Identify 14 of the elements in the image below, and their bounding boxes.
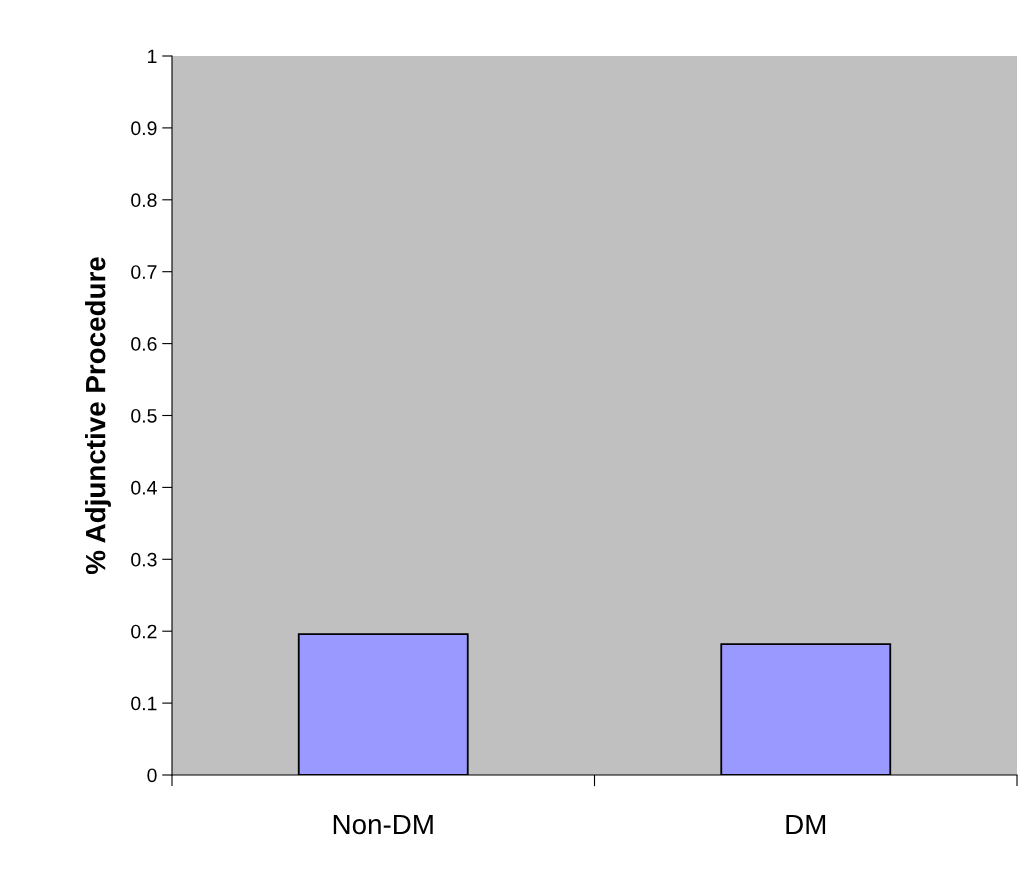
x-tick-label: DM: [786, 814, 826, 835]
y-tick-label: 0.7: [131, 265, 157, 279]
x-tick-label: Non-DM: [333, 814, 433, 835]
y-tick-label: 0.3: [131, 552, 157, 567]
y-tick-label: 0.1: [131, 696, 157, 711]
y-axis-title: % Adjunctive Procedure: [85, 257, 111, 575]
y-tick-label: 0.5: [131, 408, 157, 423]
y-tick-label: 0.8: [131, 193, 157, 208]
y-tick-label: 0.9: [131, 121, 157, 136]
y-tick-label: 0.4: [131, 480, 157, 495]
y-tick-label: 0: [147, 768, 157, 783]
y-tick-label: 0.2: [131, 624, 157, 639]
y-tick-label: 0.6: [131, 337, 157, 351]
y-tick-label: 1: [148, 49, 157, 64]
